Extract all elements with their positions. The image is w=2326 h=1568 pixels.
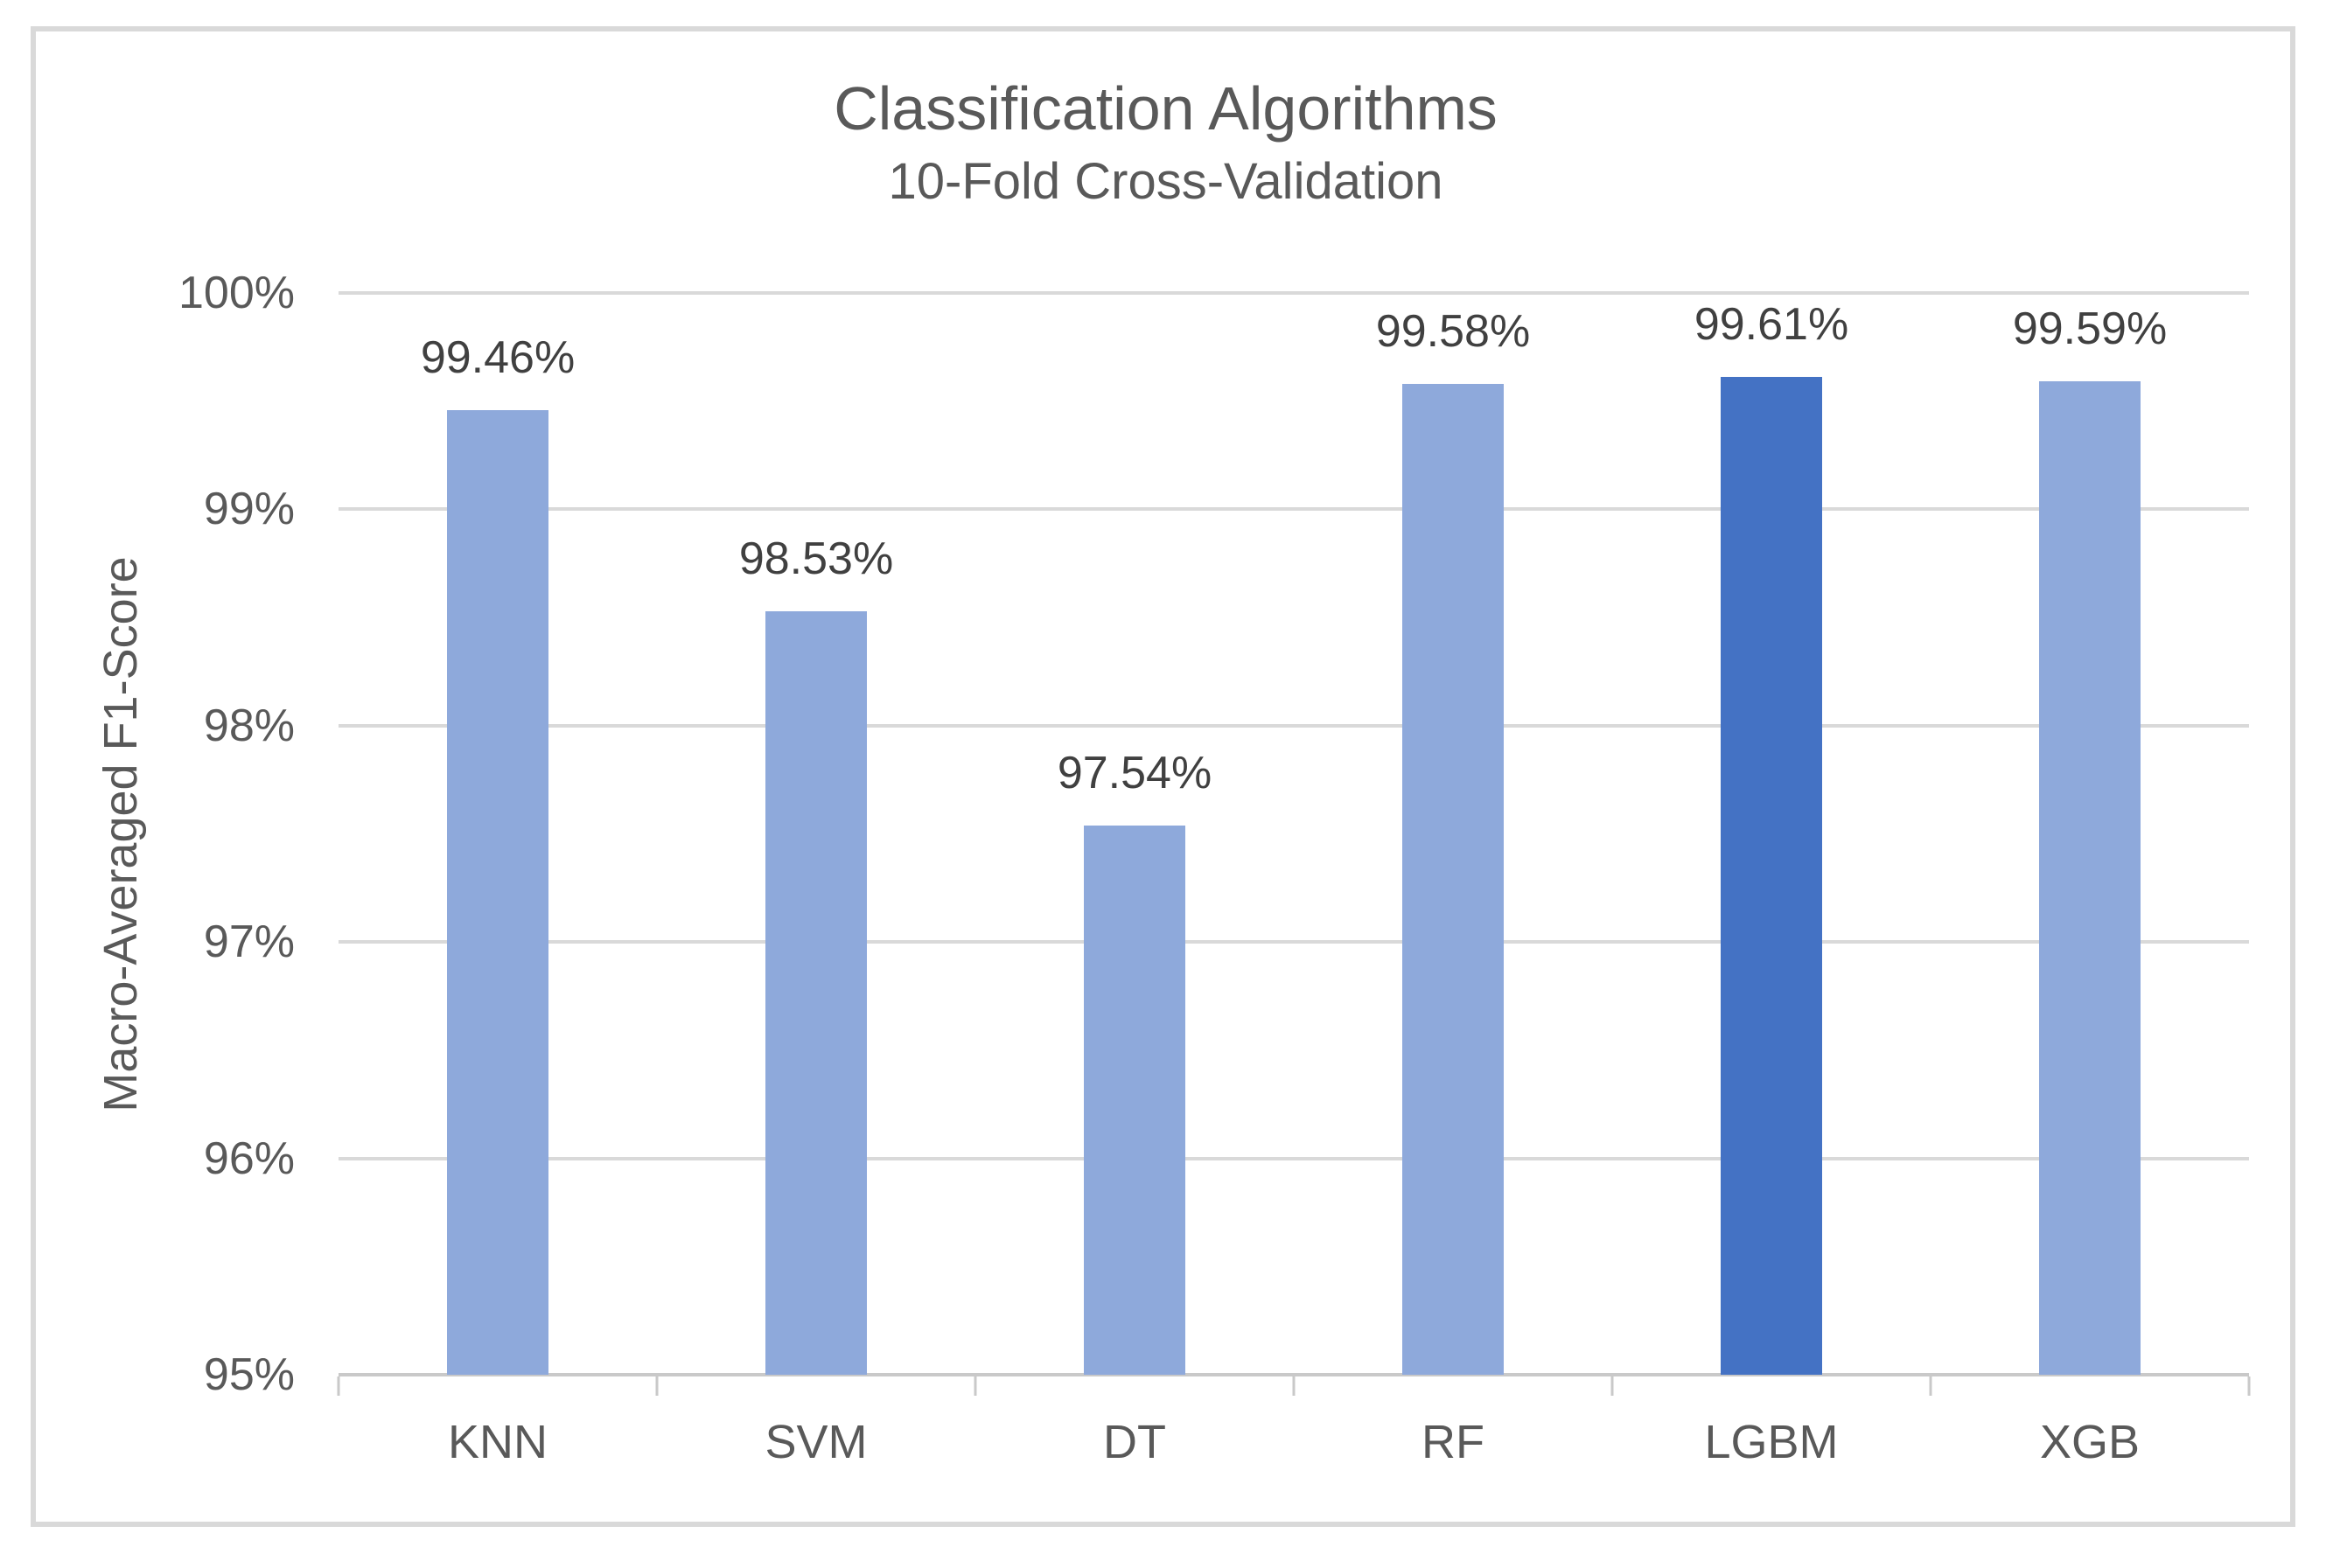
title-block: Classification Algorithms 10-Fold Cross-… (31, 73, 2301, 212)
x-label-XGB: XGB (2039, 1416, 2141, 1468)
x-label-KNN: KNN (447, 1416, 548, 1468)
bar-XGB (2039, 381, 2141, 1375)
bar-RF (1402, 383, 1504, 1375)
chart-title: Classification Algorithms (834, 74, 1498, 143)
data-label-SVM: 98.53% (738, 533, 894, 584)
x-tickmark-6 (2247, 1376, 2251, 1396)
x-tickmark-5 (1929, 1376, 1932, 1396)
x-tickmark-0 (337, 1376, 340, 1396)
bar-DT (1084, 825, 1185, 1375)
y-tick-100%: 100% (178, 268, 295, 318)
bar-LGBM (1721, 377, 1822, 1375)
gridline-99% (339, 507, 2249, 512)
y-axis-title: Macro-Averaged F1-Score (94, 556, 147, 1112)
gridline-97% (339, 940, 2249, 944)
data-label-XGB: 99.59% (2012, 303, 2168, 355)
x-tickmark-4 (1610, 1376, 1614, 1396)
y-tick-96%: 96% (203, 1132, 295, 1184)
x-tickmark-1 (655, 1376, 659, 1396)
gridline-96% (339, 1156, 2249, 1160)
data-label-LGBM: 99.61% (1694, 299, 1849, 351)
x-label-DT: DT (1103, 1416, 1166, 1468)
x-axis-line (339, 1373, 2249, 1376)
y-tick-98%: 98% (203, 700, 295, 751)
chart-subtitle: 10-Fold Cross-Validation (888, 152, 1443, 210)
x-tickmark-3 (1292, 1376, 1296, 1396)
bar-SVM (765, 610, 867, 1375)
x-tickmark-2 (974, 1376, 977, 1396)
y-tick-97%: 97% (203, 916, 295, 968)
data-label-KNN: 99.46% (420, 331, 576, 383)
gridline-100% (339, 291, 2249, 295)
bar-KNN (447, 409, 548, 1375)
gridline-98% (339, 723, 2249, 728)
data-label-RF: 99.58% (1375, 305, 1531, 357)
x-label-LGBM: LGBM (1704, 1416, 1839, 1468)
x-label-SVM: SVM (765, 1416, 868, 1468)
y-tick-95%: 95% (203, 1349, 295, 1400)
plot-area: 99.46% 98.53% 97.54% 99.58% 99.61% 99.59% (337, 291, 2251, 1396)
y-tick-99%: 99% (203, 484, 295, 535)
x-label-RF: RF (1421, 1416, 1484, 1468)
data-label-DT: 97.54% (1057, 747, 1212, 798)
